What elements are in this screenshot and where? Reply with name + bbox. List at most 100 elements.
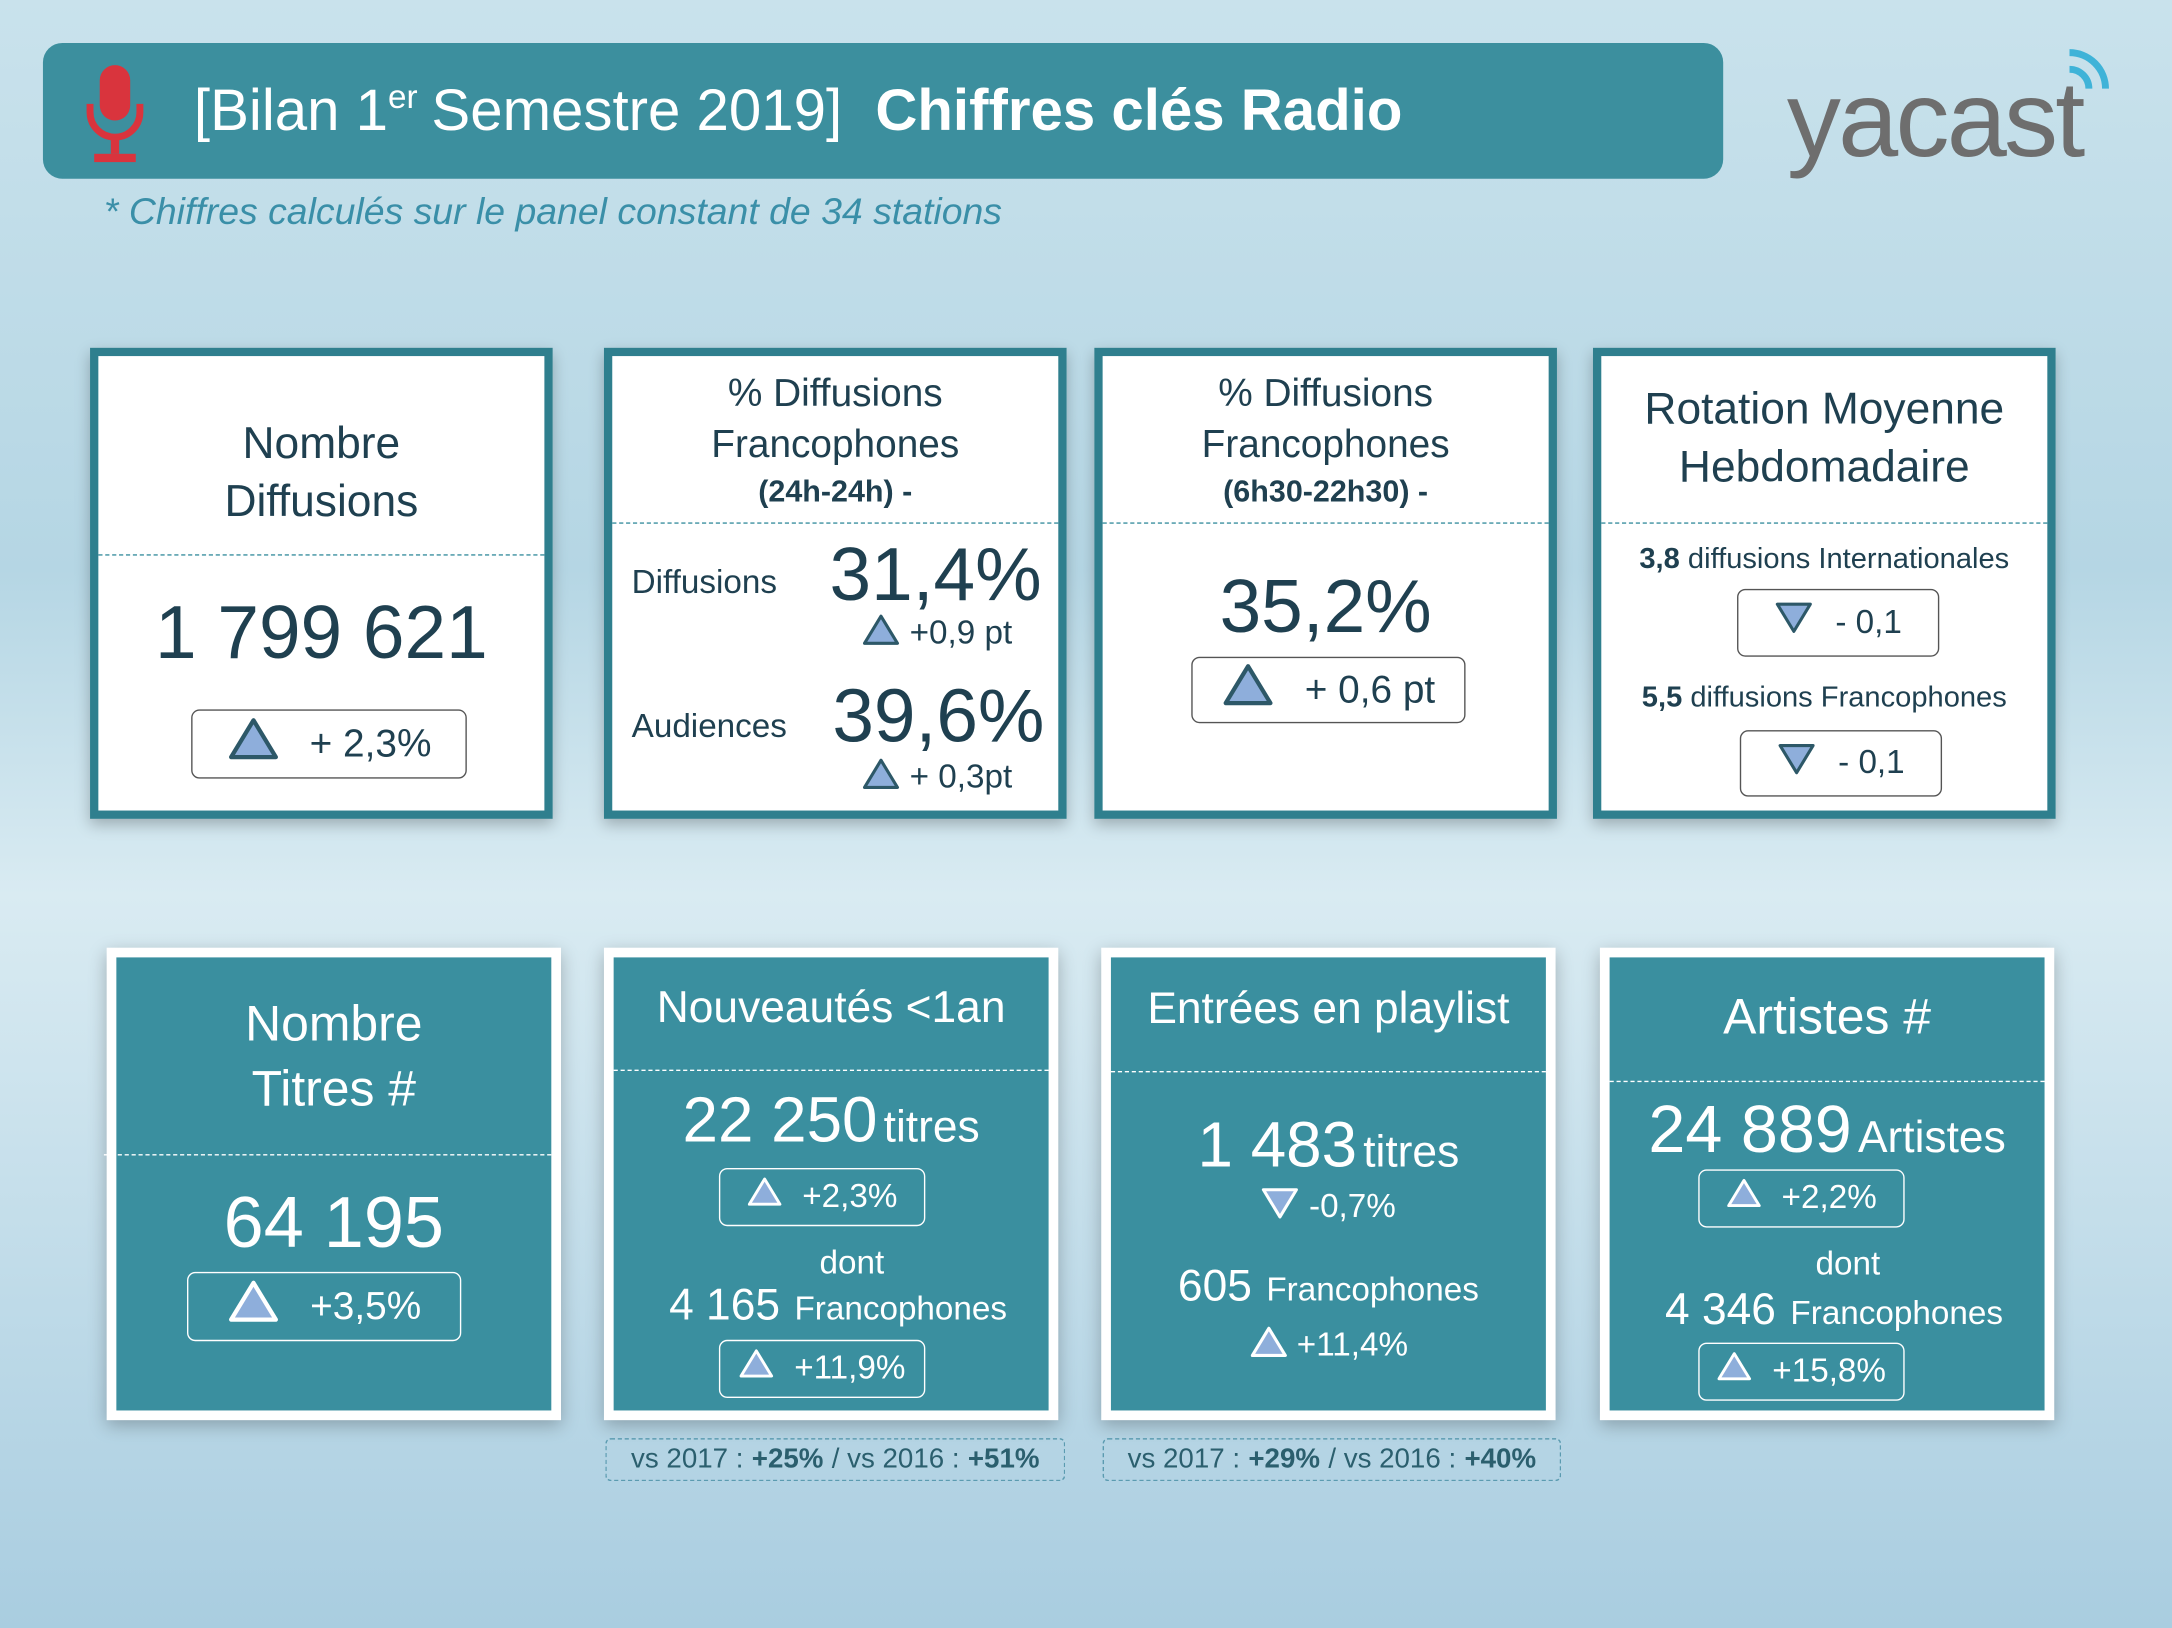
chg: - 0,1 — [1739, 730, 1943, 797]
path — [862, 614, 900, 645]
text: 35,2% — [1219, 565, 1432, 649]
svg — [1778, 743, 1815, 774]
text: Nouveautés <1an — [656, 981, 1006, 1032]
path — [1262, 1188, 1299, 1219]
svg — [1262, 1188, 1299, 1219]
text: Diffusions — [224, 475, 419, 526]
text: er — [387, 78, 418, 117]
rect — [110, 137, 120, 154]
chg: +2,3% — [718, 1168, 926, 1227]
dash — [1102, 522, 1549, 524]
footnote: vs 2017 : +25% / vs 2016 : +51% — [605, 1438, 1066, 1482]
text: 1 799 621 — [154, 591, 488, 675]
logo-signal — [2069, 49, 2109, 89]
path — [1727, 1179, 1761, 1208]
path — [2069, 49, 2109, 89]
text: Rotation Moyenne — [1644, 383, 2005, 433]
path — [1718, 1352, 1752, 1381]
svg — [1223, 664, 1273, 706]
tri — [739, 1349, 775, 1389]
text: 1 483 — [1197, 1108, 1358, 1181]
path — [862, 758, 900, 789]
t: 605 Francophones — [1101, 1260, 1555, 1311]
text: 64 195 — [223, 1183, 444, 1264]
text: [Bilan 1 — [193, 77, 388, 143]
t: 4 165 Francophones — [618, 1280, 1058, 1331]
text: Diffusions — [631, 563, 778, 602]
text: / vs 2016 : — [1328, 1443, 1457, 1475]
tri — [1222, 663, 1275, 717]
dash — [613, 1069, 1049, 1072]
text: 4 165 — [669, 1279, 780, 1330]
dash — [98, 554, 545, 556]
text: +25% — [751, 1443, 824, 1475]
text: vs 2017 : — [631, 1443, 744, 1475]
path — [740, 1350, 774, 1379]
text: dont — [1815, 1245, 1881, 1284]
dash — [103, 1154, 552, 1156]
text: Francophones — [1201, 422, 1450, 466]
t: 3,8 diffusions Internationales — [1601, 543, 2047, 576]
logo: yacast — [1786, 57, 2085, 180]
text: (24h-24h) - — [758, 473, 913, 509]
text: Artistes # — [1723, 987, 1931, 1045]
text: titres — [883, 1101, 980, 1152]
card-fill — [1609, 957, 2045, 1411]
path — [748, 1178, 782, 1207]
text: +11,4% — [1296, 1326, 1409, 1364]
path — [1775, 602, 1812, 634]
card: Rotation Moyenne Hebdomadaire 3,8 diffus… — [1592, 347, 2056, 819]
text: % Diffusions — [727, 371, 943, 415]
tri — [1777, 742, 1816, 785]
t: 22 250 titres — [604, 1082, 1058, 1157]
svg — [228, 1281, 278, 1323]
text: diffusions Francophones — [1690, 681, 2007, 714]
text: Artistes — [1857, 1111, 2006, 1162]
text: 39,6% — [832, 674, 1045, 758]
tri — [1726, 1178, 1762, 1218]
path — [1778, 743, 1815, 774]
text: -0,7% — [1308, 1187, 1396, 1226]
svg — [740, 1350, 774, 1379]
svg — [862, 614, 900, 645]
text: + 2,3% — [309, 721, 432, 765]
path — [86, 103, 144, 141]
text: +11,9% — [794, 1349, 906, 1387]
chg: +11,9% — [718, 1339, 926, 1398]
text: dont — [819, 1244, 885, 1282]
dash — [1609, 1080, 2045, 1083]
text: + 0,3pt — [909, 758, 1013, 796]
svg — [1718, 1352, 1752, 1381]
svg — [862, 758, 900, 789]
t: 24 889 Artistes — [1600, 1092, 2054, 1168]
tri — [862, 757, 901, 800]
text: - 0,1 — [1838, 744, 1905, 782]
svg — [228, 718, 278, 760]
text: 24 889 — [1648, 1093, 1852, 1168]
rect — [94, 153, 136, 163]
card: Entrées en playlist 1 483 titres -0,7% 6… — [1101, 947, 1556, 1421]
text: 4 346 — [1665, 1283, 1776, 1334]
text: Francophones — [711, 422, 960, 466]
t: 1 483 titres — [1101, 1107, 1555, 1182]
t: 5,5 diffusions Francophones — [1601, 682, 2047, 715]
text: 31,4% — [829, 533, 1042, 617]
text: Francophones — [1266, 1271, 1479, 1309]
text: 22 250 — [682, 1083, 878, 1156]
text: 605 — [1177, 1260, 1252, 1311]
chg: + 2,3% — [191, 709, 467, 779]
text: 5,5 — [1641, 681, 1683, 714]
rect — [99, 65, 131, 121]
tri — [1774, 601, 1813, 644]
chg: + 0,6 pt — [1191, 656, 1466, 724]
text: Chiffres clés Radio — [875, 77, 1403, 143]
text: % Diffusions — [1218, 371, 1434, 415]
tri — [227, 717, 280, 771]
svg — [748, 1178, 782, 1207]
tri — [747, 1177, 783, 1217]
mic-icon — [86, 65, 144, 163]
dash — [1110, 1071, 1546, 1073]
tri — [1249, 1325, 1288, 1368]
